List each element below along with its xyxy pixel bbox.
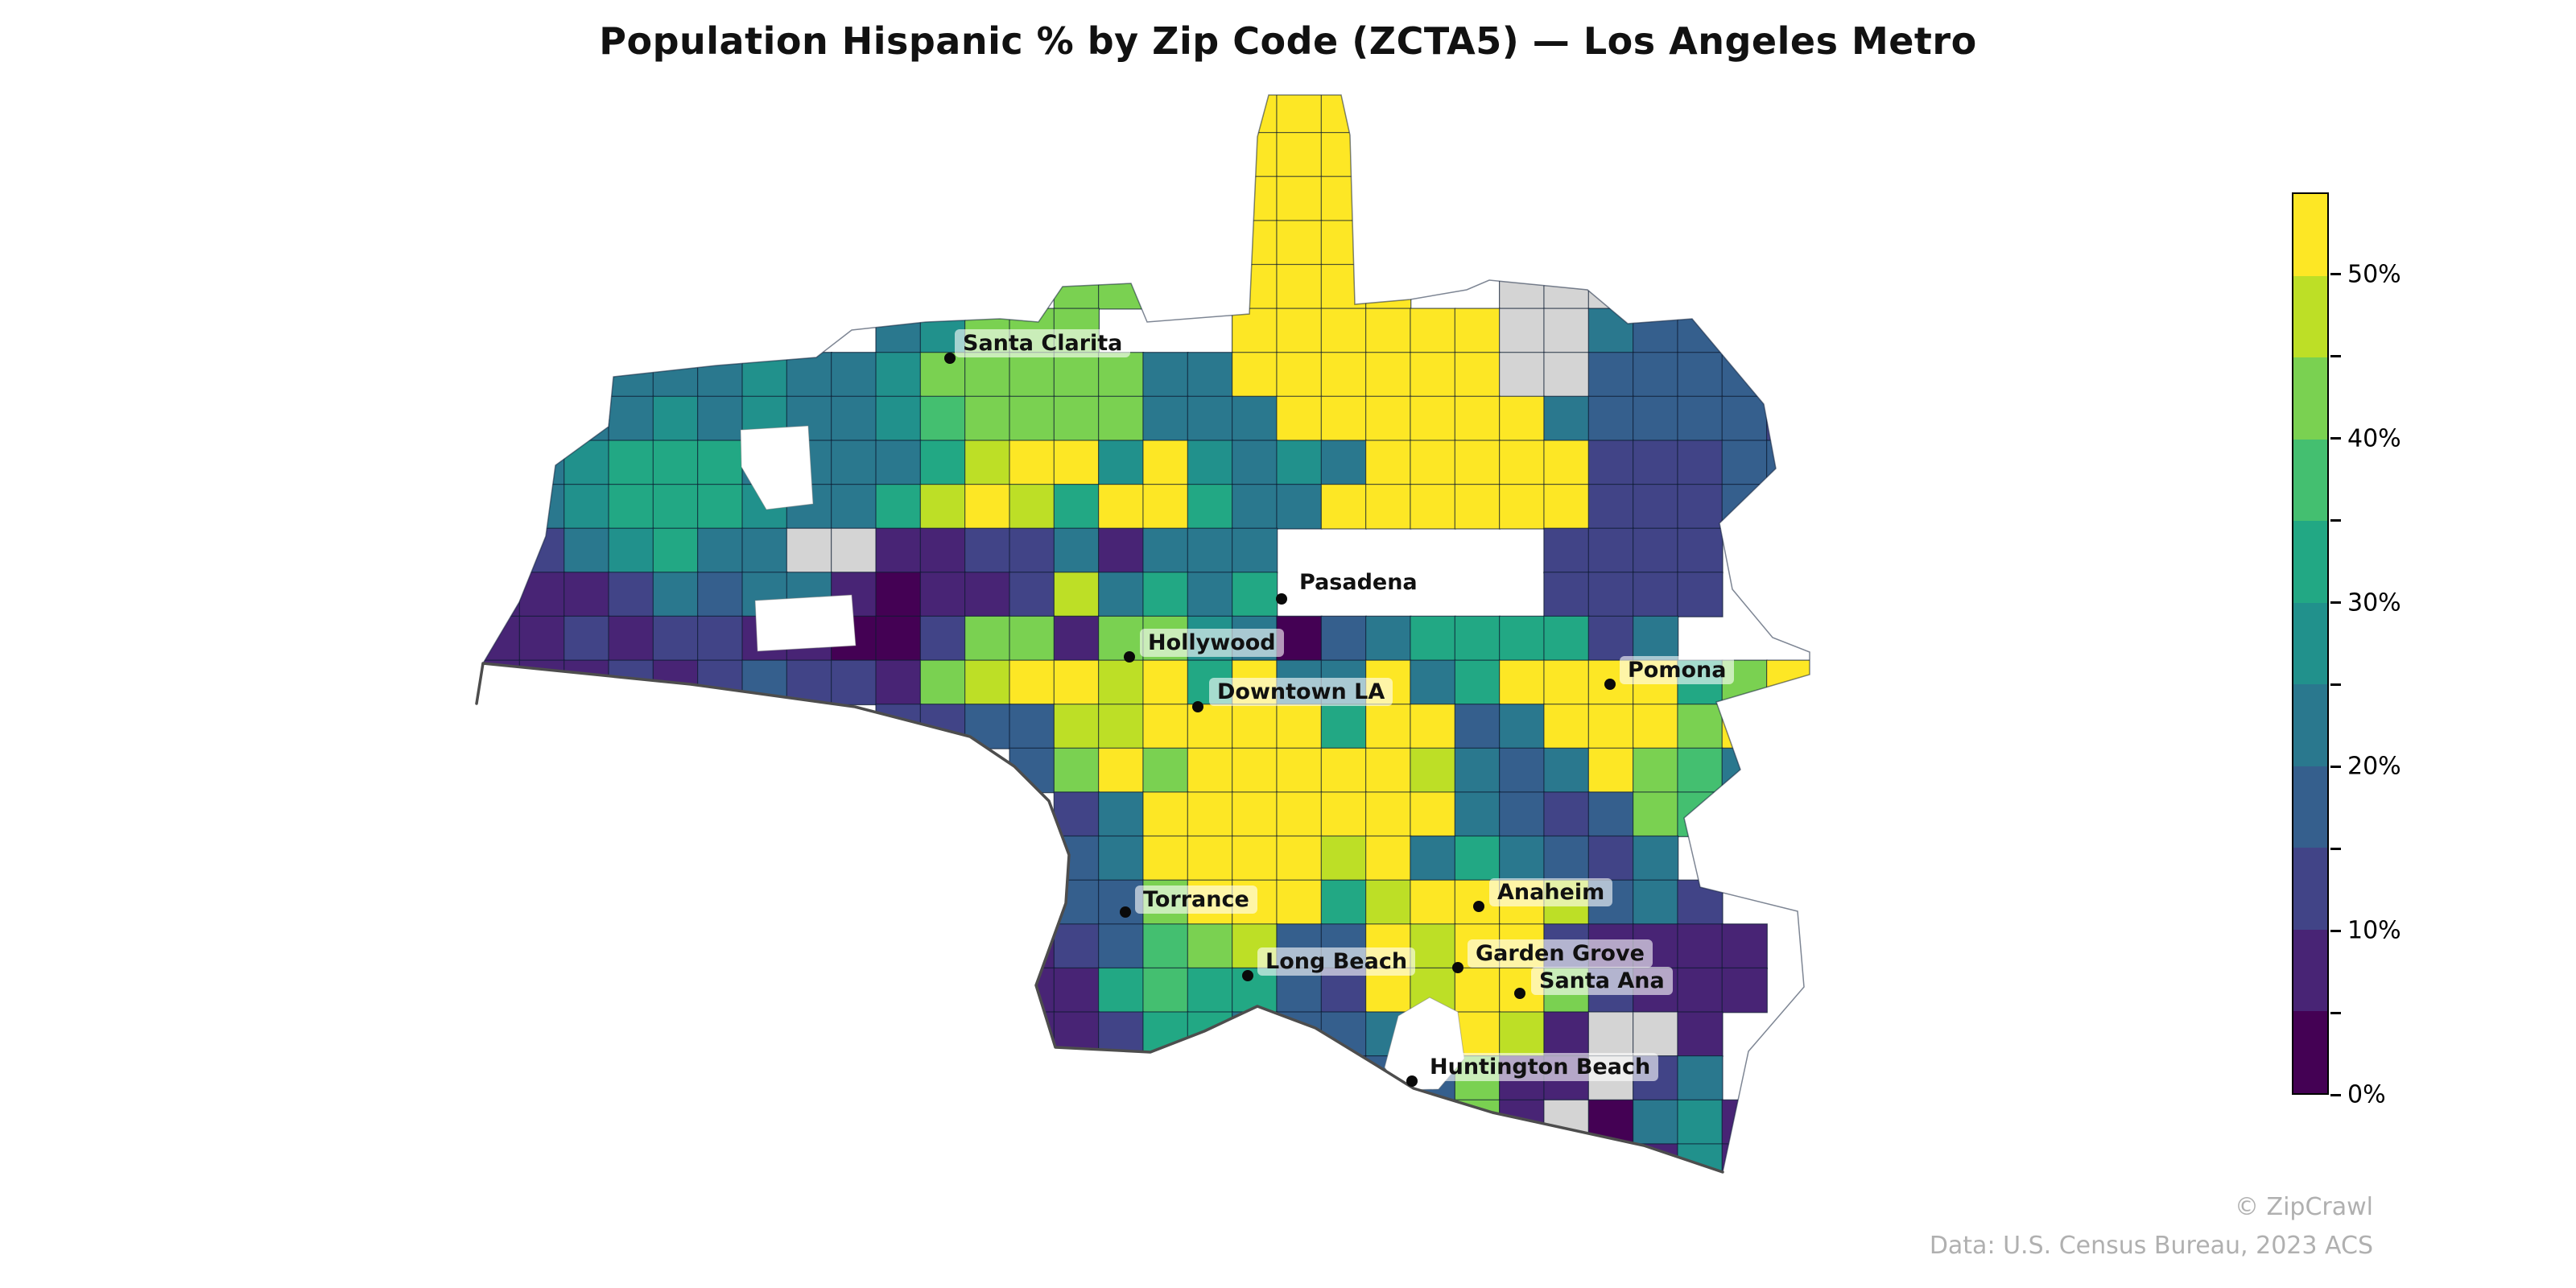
colorbar-band	[2293, 357, 2327, 440]
colorbar-tick-label: 40%	[2347, 424, 2401, 453]
colorbar-band	[2293, 521, 2327, 603]
colorbar-tick	[2330, 519, 2341, 522]
colorbar-tick-label: 30%	[2347, 588, 2401, 617]
city-marker-dot	[1452, 962, 1463, 973]
colorbar-band	[2293, 848, 2327, 930]
data-source-text: Data: U.S. Census Bureau, 2023 ACS	[1929, 1232, 2373, 1260]
city-label: Garden Grove	[1468, 939, 1653, 968]
colorbar-band	[2293, 766, 2327, 848]
colorbar-tick	[2330, 683, 2341, 686]
colorbar-band	[2293, 602, 2327, 685]
colorbar-tick	[2330, 1093, 2341, 1096]
city-label: Pasadena	[1291, 568, 1426, 597]
city-marker-dot	[1473, 901, 1484, 912]
colorbar-band	[2293, 439, 2327, 522]
choropleth-map: Santa Clarita Pasadena Hollywood Downtown L…	[475, 89, 1811, 1232]
colorbar-tick	[2330, 765, 2341, 768]
city-marker-dot	[1406, 1075, 1418, 1087]
city-label: Downtown LA	[1209, 678, 1393, 707]
city-label: Santa Clarita	[955, 329, 1131, 358]
colorbar-band	[2293, 275, 2327, 358]
city-label: Santa Ana	[1531, 967, 1673, 996]
city-marker-dot	[1192, 701, 1203, 712]
city-marker-dot	[1514, 988, 1525, 999]
city-label: Long Beach	[1257, 947, 1416, 976]
city-label: Pomona	[1620, 656, 1735, 685]
colorbar-tick-label: 20%	[2347, 752, 2401, 781]
city-marker-dot	[1124, 651, 1135, 663]
colorbar-tick-label: 50%	[2347, 260, 2401, 289]
city-marker-dot	[944, 353, 956, 364]
colorbar-tick	[2330, 437, 2341, 440]
colorbar-band	[2293, 1011, 2327, 1094]
chart-title: Population Hispanic % by Zip Code (ZCTA5…	[599, 19, 1977, 63]
city-marker-dot	[1276, 593, 1287, 605]
city-label: Hollywood	[1140, 629, 1284, 658]
colorbar-tick	[2330, 601, 2341, 605]
colorbar-band	[2293, 684, 2327, 766]
colorbar-band	[2293, 194, 2327, 276]
colorbar-tick	[2330, 355, 2341, 358]
colorbar-tick	[2330, 929, 2341, 932]
zip-polygons-layer	[475, 94, 1810, 1174]
city-label: Torrance	[1135, 886, 1257, 914]
colorbar-band	[2293, 929, 2327, 1012]
city-label: Anaheim	[1489, 878, 1613, 907]
city-marker-dot	[1242, 970, 1253, 981]
colorbar-tick-label: 0%	[2347, 1080, 2386, 1109]
colorbar-tick	[2330, 273, 2341, 276]
colorbar-tick	[2330, 1011, 2341, 1014]
city-label: Huntington Beach	[1422, 1053, 1659, 1082]
city-marker-dot	[1120, 906, 1131, 918]
colorbar-tick	[2330, 847, 2341, 850]
watermark-text: © ZipCrawl	[2234, 1193, 2373, 1221]
city-marker-dot	[1604, 679, 1616, 690]
colorbar	[2292, 192, 2329, 1095]
colorbar-tick-label: 10%	[2347, 916, 2401, 945]
